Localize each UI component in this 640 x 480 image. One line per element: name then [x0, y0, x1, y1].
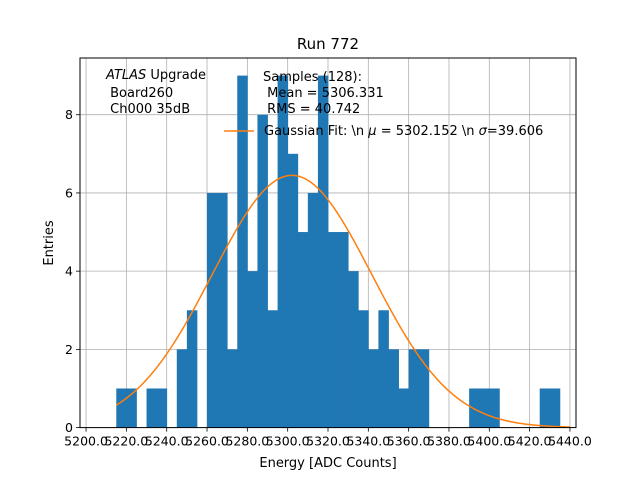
atlas-label: ATLAS Upgrade [105, 68, 206, 83]
histogram-bar [227, 349, 238, 428]
x-tick-label: 5240.0 [145, 434, 189, 449]
y-tick-label: 2 [65, 342, 73, 357]
histogram-bar [126, 388, 137, 428]
histogram-bar [277, 75, 289, 428]
histogram-bar [267, 310, 278, 428]
x-tick-label: 5220.0 [104, 434, 148, 449]
y-tick-label: 8 [65, 107, 73, 122]
histogram-bar [549, 388, 561, 428]
histogram-bar [408, 349, 420, 428]
histogram-bar [388, 349, 399, 428]
histogram-bar [287, 153, 299, 428]
histogram-bar [418, 349, 430, 428]
x-tick-label: 5200.0 [64, 434, 108, 449]
histogram-bar [217, 192, 228, 428]
histogram-bar [489, 388, 500, 428]
histogram-bar [116, 388, 127, 428]
atlas-annotation: ATLAS Upgrade Board260 Ch000 35dB [105, 68, 206, 117]
histogram-bar [368, 349, 379, 428]
histogram-bar [479, 388, 490, 428]
histogram-bar [539, 388, 551, 428]
histogram-bar [358, 310, 369, 428]
histogram-bar [469, 388, 480, 428]
y-tick-label: 0 [65, 420, 73, 435]
y-tick-label: 4 [65, 264, 73, 279]
x-tick-label: 5380.0 [427, 434, 471, 449]
board-label: Board260 [106, 86, 173, 101]
x-tick-label: 5420.0 [508, 434, 552, 449]
x-tick-label: 5280.0 [225, 434, 269, 449]
x-tick-label: 5340.0 [346, 434, 390, 449]
channel-label: Ch000 35dB [106, 102, 190, 117]
legend-mean: Mean = 5306.331 [263, 86, 384, 101]
x-tick-label: 5360.0 [387, 434, 431, 449]
x-tick-label: 5400.0 [467, 434, 511, 449]
histogram-bar [328, 232, 339, 428]
x-tick-label: 5300.0 [266, 434, 310, 449]
histogram-bar [237, 75, 248, 428]
histogram-bar [398, 388, 410, 428]
histogram-bar [186, 310, 198, 428]
histogram-bar [378, 310, 389, 428]
histogram-bar [307, 192, 319, 428]
histogram-bar [146, 388, 158, 428]
legend: Samples (128): Mean = 5306.331 RMS = 40.… [224, 70, 543, 139]
histogram-bar [207, 192, 218, 428]
legend-fit-label: Gaussian Fit: \n μ = 5302.152 \n σ=39.60… [264, 124, 543, 139]
x-tick-label: 5440.0 [548, 434, 592, 449]
y-tick-label: 6 [65, 185, 73, 200]
y-axis-ticks: 0 2 4 6 8 [65, 107, 80, 435]
y-axis-label: Entries [42, 220, 57, 266]
x-axis-label: Energy [ADC Counts] [259, 456, 396, 471]
legend-rms: RMS = 40.742 [263, 102, 360, 117]
histogram-bar [317, 75, 329, 428]
x-tick-label: 5260.0 [185, 434, 229, 449]
histogram-bar [156, 388, 168, 428]
gaussian-fit-curve [115, 174, 570, 428]
histogram-bar [338, 232, 349, 428]
histogram-bar [247, 271, 258, 428]
histogram-bar [348, 271, 359, 428]
x-tick-label: 5320.0 [306, 434, 350, 449]
legend-samples-header: Samples (128): [263, 70, 362, 85]
histogram-bar [257, 114, 268, 428]
histogram-bar [297, 232, 309, 428]
chart-title: Run 772 [297, 35, 359, 53]
x-axis-ticks: 5200.05220.05240.05260.05280.05300.05320… [64, 427, 592, 449]
histogram-bar [176, 349, 188, 428]
histogram-bars [116, 75, 561, 428]
